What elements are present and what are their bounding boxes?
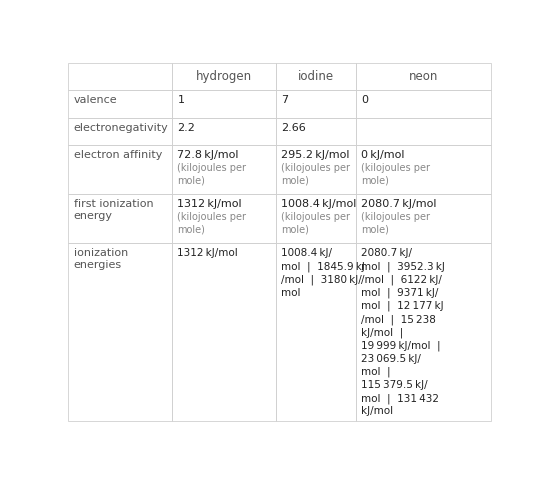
Bar (68, 118, 172, 145)
Text: electronegativity: electronegativity (74, 122, 169, 133)
Text: 1: 1 (177, 95, 185, 105)
Bar (172, 145, 276, 194)
Text: 72.8 kJ/mol: 72.8 kJ/mol (177, 150, 239, 160)
Text: 7: 7 (281, 95, 288, 105)
Bar (68, 145, 172, 194)
Text: 295.2 kJ/mol: 295.2 kJ/mol (281, 150, 349, 160)
Bar (172, 244, 276, 420)
Bar (356, 90, 491, 118)
Bar (68, 63, 172, 90)
Text: iodine: iodine (298, 70, 334, 83)
Bar (356, 63, 491, 90)
Text: valence: valence (74, 95, 117, 105)
Text: 1312 kJ/mol: 1312 kJ/mol (177, 248, 238, 258)
Text: (kilojoules per
mole): (kilojoules per mole) (281, 163, 350, 186)
Text: first ionization
energy: first ionization energy (74, 199, 153, 221)
Text: hydrogen: hydrogen (195, 70, 252, 83)
Bar (68, 90, 172, 118)
Bar (276, 145, 356, 194)
Bar (68, 194, 172, 244)
Text: 1008.4 kJ/mol: 1008.4 kJ/mol (281, 199, 357, 209)
Text: 2080.7 kJ/mol: 2080.7 kJ/mol (361, 199, 437, 209)
Text: (kilojoules per
mole): (kilojoules per mole) (361, 212, 430, 235)
Bar (356, 145, 491, 194)
Bar (356, 244, 491, 420)
Bar (356, 118, 491, 145)
Bar (276, 194, 356, 244)
Text: (kilojoules per
mole): (kilojoules per mole) (361, 163, 430, 186)
Bar (276, 63, 356, 90)
Bar (68, 244, 172, 420)
Text: 1312 kJ/mol: 1312 kJ/mol (177, 199, 242, 209)
Text: 0: 0 (361, 95, 369, 105)
Text: 0 kJ/mol: 0 kJ/mol (361, 150, 405, 160)
Bar (276, 244, 356, 420)
Text: ionization
energies: ionization energies (74, 248, 128, 270)
Bar (172, 90, 276, 118)
Bar (276, 118, 356, 145)
Bar (356, 194, 491, 244)
Text: 2.66: 2.66 (281, 122, 306, 133)
Text: 1008.4 kJ/
mol  |  1845.9 kJ
/mol  |  3180 kJ/
mol: 1008.4 kJ/ mol | 1845.9 kJ /mol | 3180 k… (281, 248, 365, 297)
Bar (172, 194, 276, 244)
Text: (kilojoules per
mole): (kilojoules per mole) (177, 212, 246, 235)
Text: electron affinity: electron affinity (74, 150, 162, 160)
Text: 2080.7 kJ/
mol  |  3952.3 kJ
/mol  |  6122 kJ/
mol  |  9371 kJ/
mol  |  12 177 k: 2080.7 kJ/ mol | 3952.3 kJ /mol | 6122 k… (361, 248, 446, 416)
Bar (276, 90, 356, 118)
Text: 2.2: 2.2 (177, 122, 195, 133)
Bar (172, 63, 276, 90)
Text: (kilojoules per
mole): (kilojoules per mole) (177, 163, 246, 186)
Text: neon: neon (409, 70, 438, 83)
Text: (kilojoules per
mole): (kilojoules per mole) (281, 212, 350, 235)
Bar (172, 118, 276, 145)
